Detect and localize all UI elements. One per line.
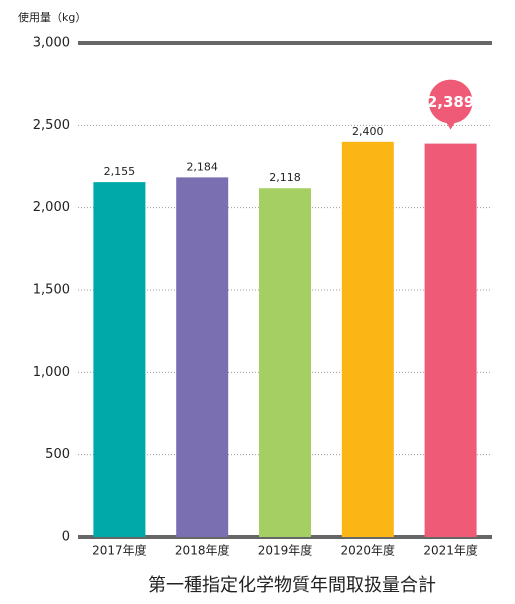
- value-label: 2,400: [352, 125, 384, 138]
- x-tick-label: 2018年度: [175, 543, 230, 558]
- value-label: 2,118: [269, 171, 301, 184]
- bar: [424, 143, 477, 537]
- bar: [341, 141, 394, 538]
- y-tick-label: 2,000: [33, 200, 70, 215]
- y-axis-label: 使用量（kg）: [18, 11, 86, 24]
- value-label: 2,155: [104, 165, 136, 178]
- x-tick-label: 2021年度: [423, 543, 478, 558]
- y-tick-label: 3,000: [33, 36, 70, 51]
- x-tick-label: 2019年度: [258, 543, 313, 558]
- x-tick-label: 2017年度: [92, 543, 147, 558]
- bar: [176, 177, 229, 538]
- value-label: 2,389: [427, 93, 474, 111]
- bar: [259, 188, 311, 537]
- y-tick-label: 0: [62, 530, 70, 545]
- y-tick-label: 500: [45, 447, 70, 462]
- y-tick-label: 1,000: [33, 365, 70, 380]
- x-tick-label: 2020年度: [341, 543, 396, 558]
- bar: [93, 182, 146, 538]
- y-tick-label: 1,500: [33, 283, 70, 298]
- value-label: 2,184: [186, 160, 218, 173]
- chart-title: 第一種指定化学物質年間取扱量合計: [148, 575, 436, 596]
- y-tick-label: 2,500: [33, 118, 70, 133]
- label-bubble: [428, 79, 473, 124]
